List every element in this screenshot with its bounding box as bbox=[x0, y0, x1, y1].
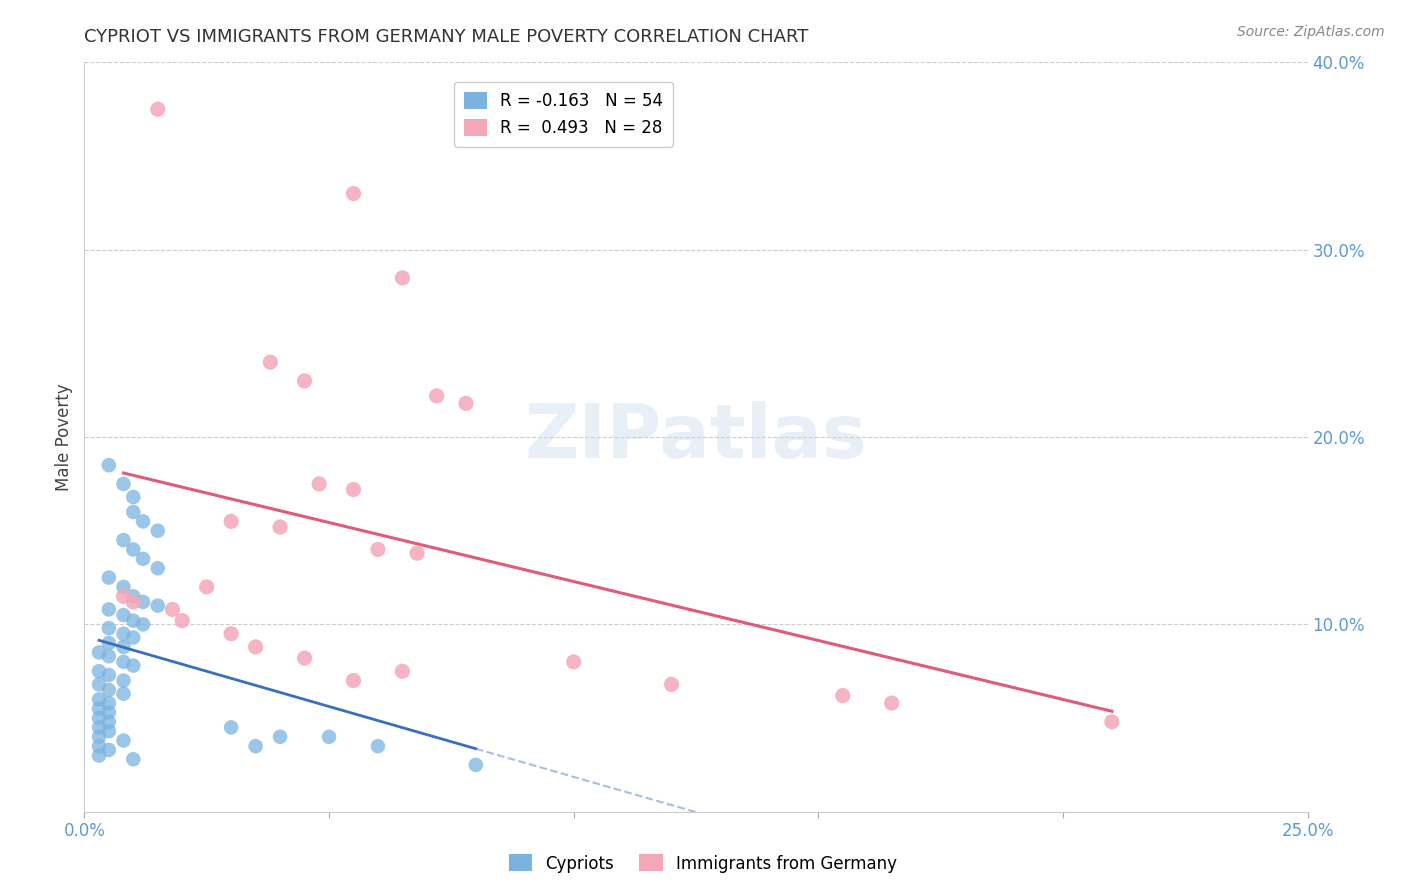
Point bbox=[146, 599, 169, 613]
Point bbox=[831, 689, 853, 703]
Point bbox=[112, 655, 135, 669]
Point bbox=[97, 696, 120, 710]
Point bbox=[97, 706, 120, 720]
Point bbox=[562, 655, 585, 669]
Point bbox=[87, 739, 110, 753]
Text: Source: ZipAtlas.com: Source: ZipAtlas.com bbox=[1237, 25, 1385, 39]
Point bbox=[112, 673, 135, 688]
Point bbox=[172, 614, 194, 628]
Point bbox=[112, 626, 135, 640]
Point bbox=[97, 636, 120, 650]
Point bbox=[97, 668, 120, 682]
Point bbox=[464, 758, 486, 772]
Point bbox=[122, 752, 145, 766]
Point bbox=[87, 748, 110, 763]
Point bbox=[294, 374, 316, 388]
Point bbox=[87, 677, 110, 691]
Point bbox=[97, 743, 120, 757]
Point bbox=[112, 476, 135, 491]
Point bbox=[308, 476, 330, 491]
Point bbox=[87, 664, 110, 679]
Point bbox=[162, 602, 184, 616]
Point bbox=[122, 490, 145, 504]
Legend: R = -0.163   N = 54, R =  0.493   N = 28: R = -0.163 N = 54, R = 0.493 N = 28 bbox=[454, 82, 673, 146]
Y-axis label: Male Poverty: Male Poverty bbox=[55, 384, 73, 491]
Point bbox=[97, 571, 120, 585]
Point bbox=[112, 533, 135, 547]
Point bbox=[454, 396, 477, 410]
Point bbox=[245, 739, 267, 753]
Point bbox=[367, 542, 389, 557]
Point bbox=[132, 595, 155, 609]
Point bbox=[97, 458, 120, 473]
Point bbox=[391, 271, 413, 285]
Point bbox=[318, 730, 340, 744]
Point bbox=[294, 651, 316, 665]
Point bbox=[122, 595, 145, 609]
Point bbox=[87, 692, 110, 706]
Point bbox=[219, 514, 242, 528]
Point bbox=[132, 617, 155, 632]
Point bbox=[97, 621, 120, 635]
Point bbox=[122, 631, 145, 645]
Point bbox=[97, 714, 120, 729]
Point bbox=[122, 614, 145, 628]
Point bbox=[122, 590, 145, 604]
Point bbox=[269, 520, 291, 534]
Point bbox=[87, 646, 110, 660]
Point bbox=[87, 711, 110, 725]
Point bbox=[122, 542, 145, 557]
Point bbox=[87, 721, 110, 735]
Point bbox=[132, 514, 155, 528]
Point bbox=[87, 701, 110, 715]
Point bbox=[342, 483, 364, 497]
Point bbox=[269, 730, 291, 744]
Point bbox=[87, 730, 110, 744]
Text: CYPRIOT VS IMMIGRANTS FROM GERMANY MALE POVERTY CORRELATION CHART: CYPRIOT VS IMMIGRANTS FROM GERMANY MALE … bbox=[84, 28, 808, 45]
Point bbox=[146, 102, 169, 116]
Point bbox=[219, 626, 242, 640]
Point bbox=[880, 696, 903, 710]
Point bbox=[342, 186, 364, 201]
Point bbox=[245, 640, 267, 654]
Point bbox=[112, 608, 135, 623]
Point bbox=[426, 389, 449, 403]
Text: ZIPatlas: ZIPatlas bbox=[524, 401, 868, 474]
Point bbox=[259, 355, 281, 369]
Point bbox=[122, 658, 145, 673]
Point bbox=[97, 649, 120, 664]
Point bbox=[132, 551, 155, 566]
Point bbox=[406, 546, 429, 560]
Point bbox=[391, 664, 413, 679]
Point bbox=[1101, 714, 1123, 729]
Point bbox=[112, 733, 135, 747]
Point bbox=[112, 590, 135, 604]
Point bbox=[342, 673, 364, 688]
Point bbox=[112, 580, 135, 594]
Point bbox=[97, 602, 120, 616]
Point bbox=[112, 640, 135, 654]
Legend: Cypriots, Immigrants from Germany: Cypriots, Immigrants from Germany bbox=[502, 847, 904, 880]
Point bbox=[219, 721, 242, 735]
Point bbox=[661, 677, 683, 691]
Point bbox=[97, 724, 120, 739]
Point bbox=[97, 683, 120, 698]
Point bbox=[112, 687, 135, 701]
Point bbox=[367, 739, 389, 753]
Point bbox=[122, 505, 145, 519]
Point bbox=[195, 580, 218, 594]
Point bbox=[146, 561, 169, 575]
Point bbox=[146, 524, 169, 538]
